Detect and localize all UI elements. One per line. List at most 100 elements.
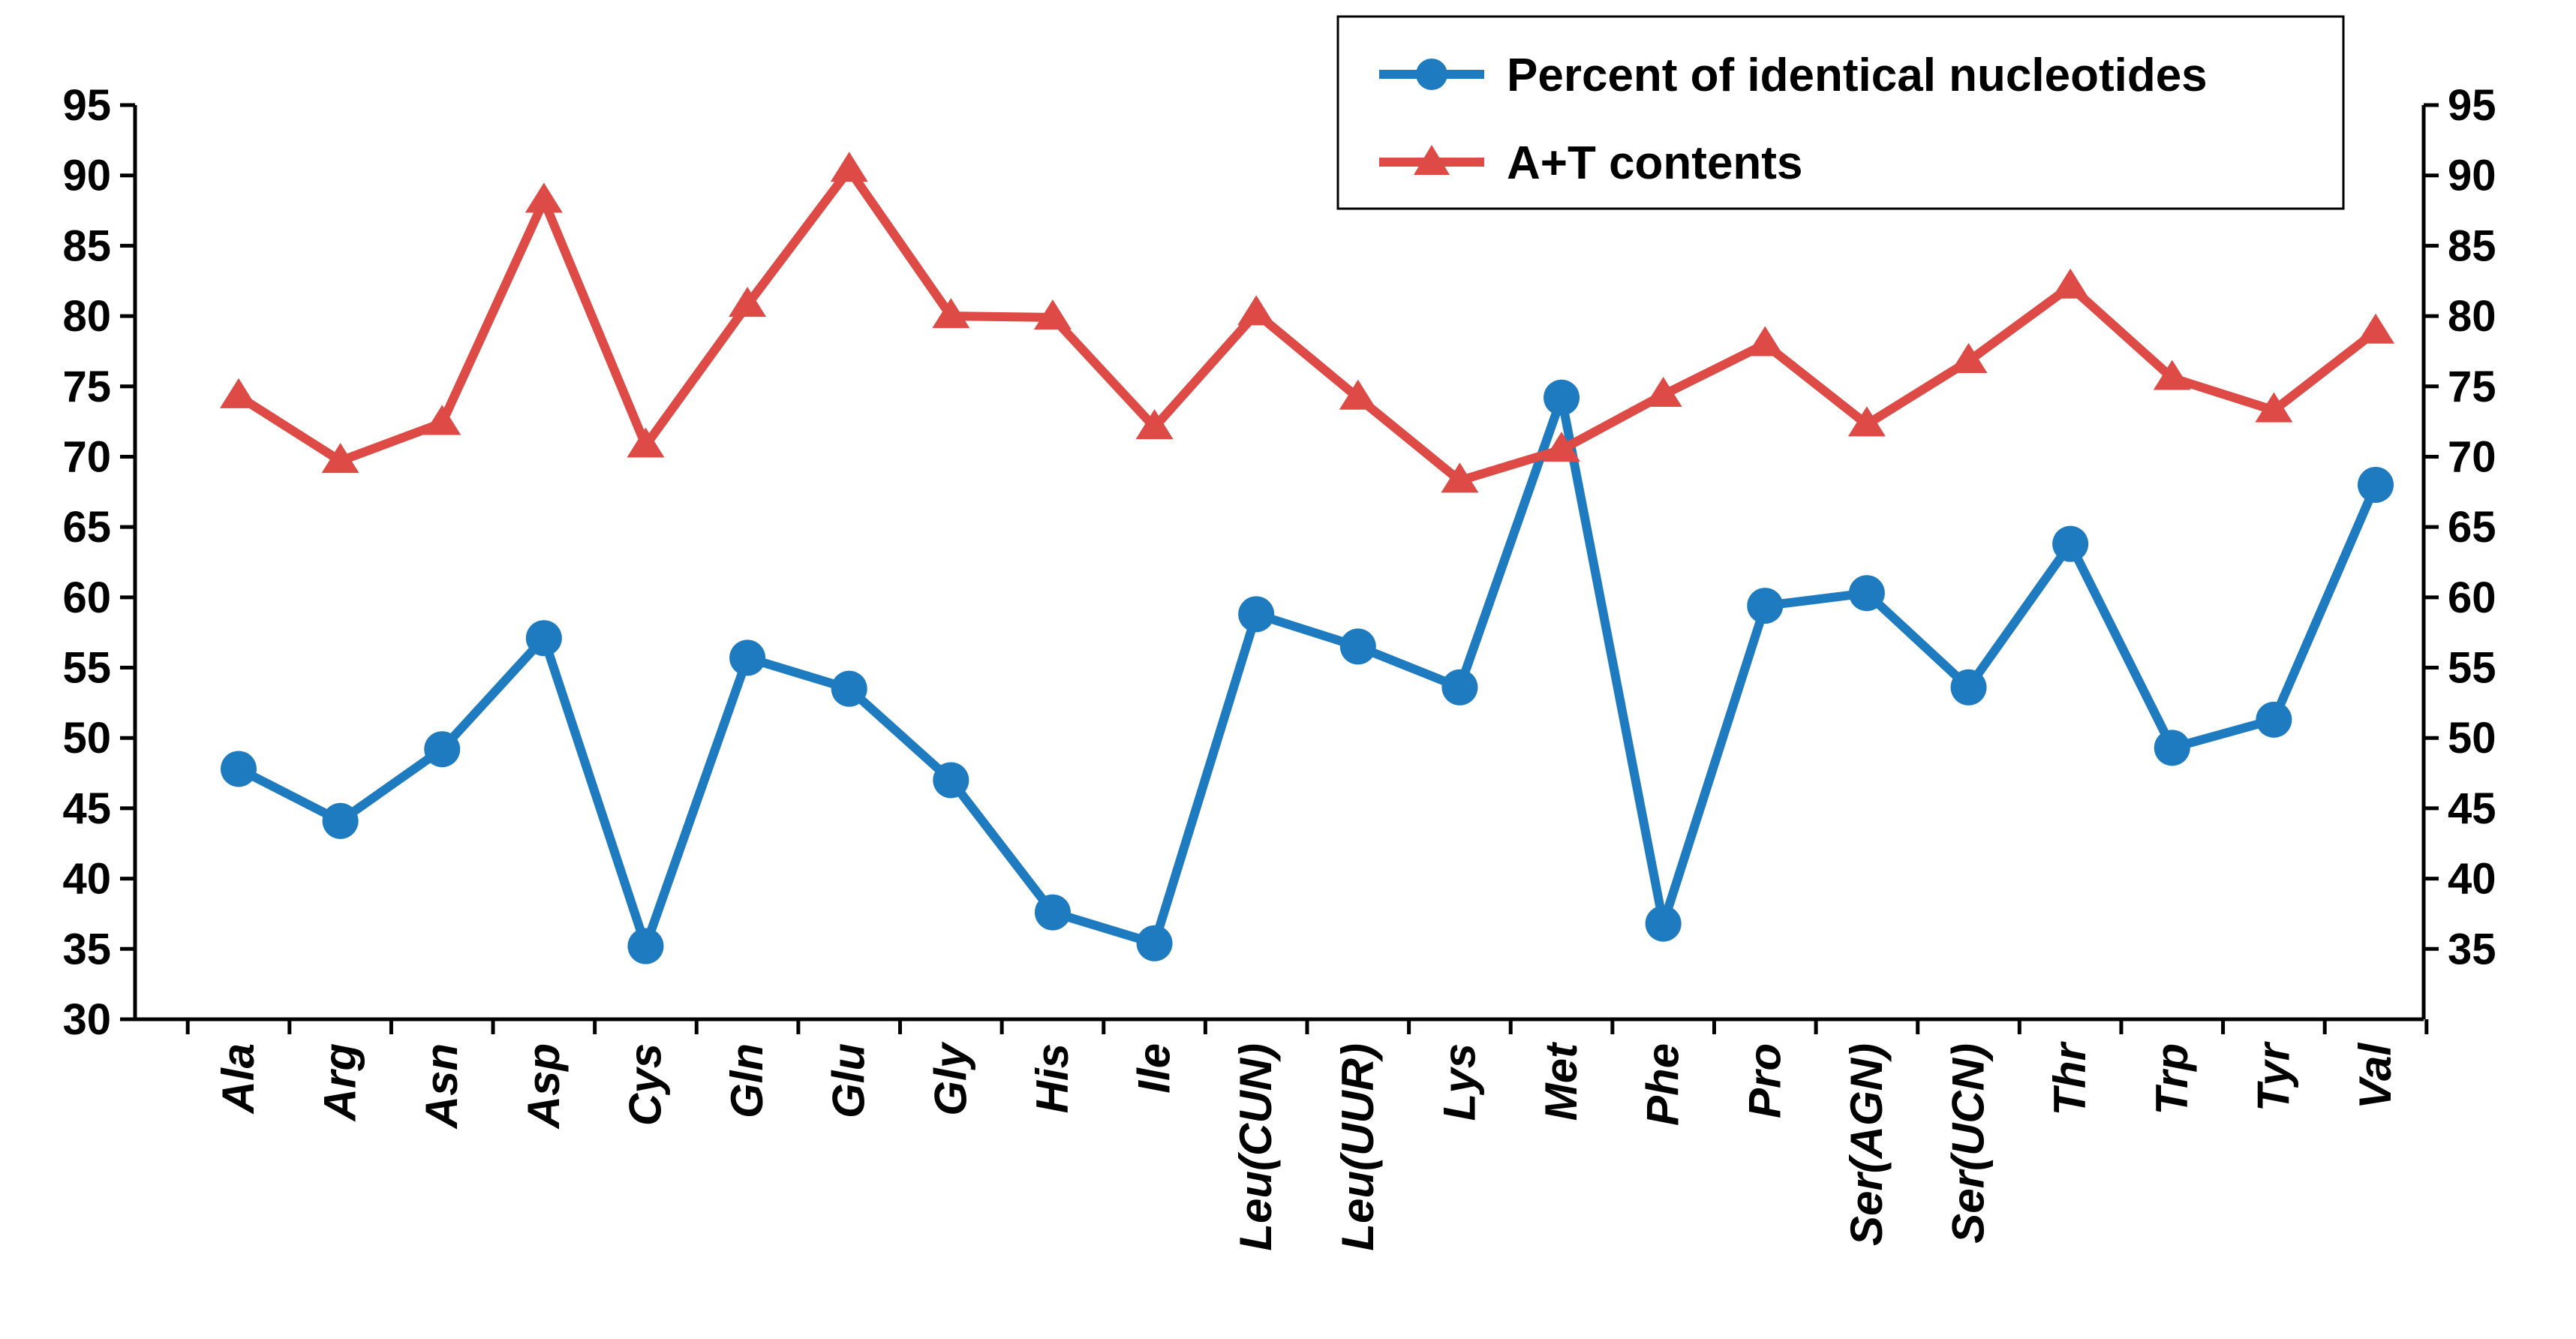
y-tick-label-right: 35 [2448, 925, 2496, 973]
data-point-at [1237, 295, 1276, 326]
legend: Percent of identical nucleotides A+T con… [1336, 15, 2345, 210]
y-tick-label-left: 60 [62, 573, 111, 622]
series-layer [220, 152, 2394, 964]
data-point-identical [1747, 588, 1784, 624]
data-point-at [220, 378, 257, 408]
y-tick-label-left: 90 [62, 152, 111, 200]
x-category-label: Leu(CUN) [1231, 1043, 1281, 1251]
data-point-identical [2154, 730, 2190, 766]
series-line-1 [236, 165, 2379, 486]
y-tick-label-left: 70 [62, 432, 111, 481]
x-category-label: Thr [2045, 1040, 2095, 1115]
x-category-label: Ser(AGN) [1841, 1043, 1892, 1246]
data-point-identical [2358, 466, 2394, 503]
y-tick-label-right: 55 [2448, 644, 2496, 693]
x-category-label: Lys [1434, 1043, 1484, 1121]
data-point-at [2255, 392, 2293, 423]
data-point-identical [424, 731, 461, 768]
x-category-label: Gly [925, 1041, 975, 1115]
data-point-identical [221, 751, 257, 787]
data-point-at [932, 298, 970, 329]
data-point-identical [627, 928, 664, 964]
data-point-at [423, 405, 461, 435]
y-tick-label-right: 90 [2448, 152, 2496, 200]
x-category-label: Asn [416, 1043, 467, 1130]
data-point-identical [831, 670, 867, 707]
x-category-label: Glu [824, 1043, 874, 1118]
x-category-label: Arg [315, 1043, 365, 1122]
x-category-label: Gln [722, 1043, 772, 1118]
y-tick-label-right: 60 [2448, 573, 2496, 622]
y-tick-label-right: 40 [2448, 855, 2496, 904]
y-tick-label-right: 85 [2448, 221, 2496, 270]
data-point-identical [1441, 669, 1478, 706]
data-point-identical [933, 762, 969, 799]
data-point-at [1441, 462, 1479, 493]
y-tick-label-left: 50 [62, 714, 111, 763]
data-point-identical [1950, 669, 1987, 706]
data-point-at [1644, 377, 1682, 408]
y-tick-label-right: 50 [2448, 714, 2496, 763]
data-point-at [729, 287, 767, 317]
x-category-label: Ser(UCN) [1943, 1043, 1994, 1244]
x-category-label: Trp [2147, 1043, 2197, 1115]
x-category-label: Met [1536, 1041, 1586, 1121]
y-tick-label-right: 95 [2448, 81, 2496, 130]
data-point-at [1339, 379, 1377, 410]
y-tick-label-left: 75 [62, 363, 111, 411]
x-category-label: Leu(UUR) [1333, 1043, 1383, 1251]
y-tick-label-left: 80 [62, 292, 111, 341]
data-point-at [2153, 360, 2191, 390]
axes: 30 35 40 45 50 55 60 65 70 75 80 85 90 95 35 40 45 50 55 60… [62, 81, 2496, 1251]
x-category-label: Ile [1129, 1043, 1180, 1094]
data-point-identical [322, 802, 359, 839]
y-tick-label-right: 65 [2448, 503, 2496, 552]
data-point-at [1746, 326, 1784, 357]
y-tick-label-left: 40 [62, 855, 111, 904]
y-tick-label-right: 45 [2448, 784, 2496, 833]
y-tick-label-left: 30 [62, 995, 111, 1044]
x-category-label: Cys [620, 1043, 670, 1126]
data-point-identical [1339, 628, 1376, 665]
legend-label-identical: Percent of identical nucleotides [1507, 50, 2208, 101]
data-point-identical [1543, 379, 1580, 416]
x-category-label: Phe [1638, 1043, 1688, 1126]
data-point-identical [1848, 575, 1885, 612]
legend-label-at: A+T contents [1507, 137, 1802, 189]
data-point-identical [1238, 596, 1275, 633]
y-tick-label-left: 35 [62, 925, 111, 973]
y-tick-label-right: 70 [2448, 432, 2496, 481]
data-point-identical [2052, 525, 2089, 562]
x-category-label: Asp [519, 1043, 569, 1130]
data-point-at [1543, 432, 1581, 462]
data-point-identical [1136, 925, 1173, 961]
data-point-identical [525, 620, 562, 657]
data-point-identical [729, 639, 766, 676]
y-tick-label-left: 55 [62, 644, 111, 693]
data-point-at [1949, 343, 1988, 374]
data-point-at [2357, 313, 2394, 344]
y-tick-label-right: 80 [2448, 292, 2496, 341]
x-category-label: Tyr [2248, 1040, 2298, 1112]
data-point-identical [1034, 894, 1071, 931]
data-point-at [627, 427, 665, 458]
data-point-at [1847, 406, 1886, 437]
data-point-at [525, 182, 563, 213]
y-tick-label-right: 75 [2448, 363, 2496, 411]
data-point-identical [1645, 905, 1682, 942]
legend-box [1336, 15, 2345, 210]
x-category-label: Pro [1739, 1043, 1790, 1118]
data-point-at [1033, 299, 1072, 329]
x-category-label: His [1027, 1043, 1078, 1113]
legend-marker-identical [1416, 59, 1447, 90]
data-point-identical [2256, 701, 2292, 738]
legend-marker-at [1414, 145, 1450, 175]
y-tick-label-left: 65 [62, 503, 111, 552]
x-category-label: Val [2350, 1043, 2400, 1109]
x-category-label: Ala [213, 1043, 263, 1115]
series-line-0 [236, 393, 2380, 951]
y-tick-label-left: 45 [62, 784, 111, 833]
y-tick-label-left: 95 [62, 81, 111, 130]
y-tick-label-left: 85 [62, 221, 111, 270]
